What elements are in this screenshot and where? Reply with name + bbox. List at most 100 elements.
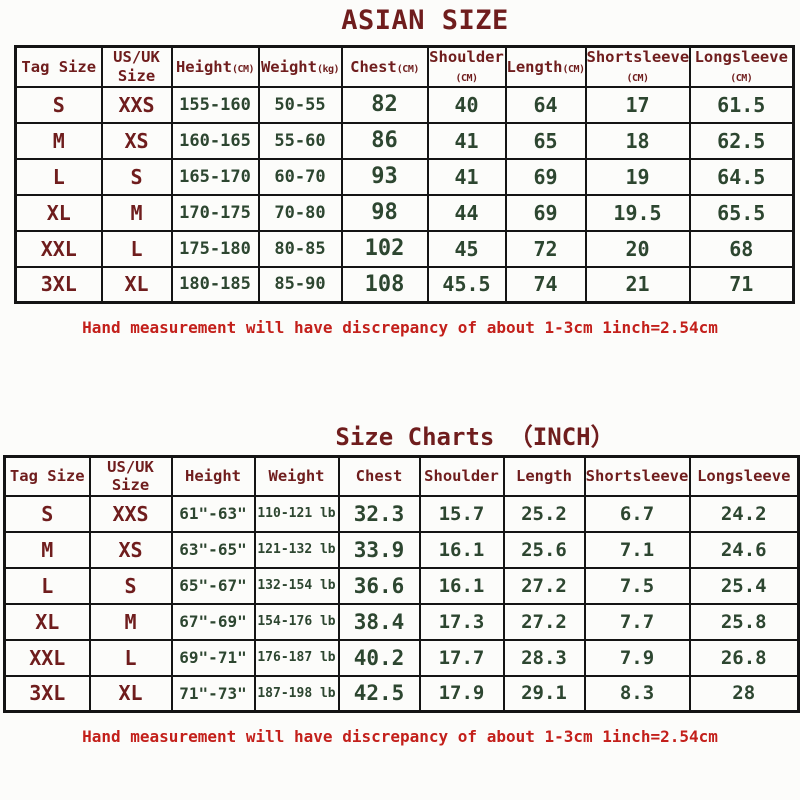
table-row: XXL L 175-180 80-85 102 45 72 20 68 xyxy=(14,229,795,268)
size-cell: L xyxy=(14,157,103,196)
size-cell: M xyxy=(100,193,173,232)
size-cell: 28.3 xyxy=(502,638,586,677)
measurement-note-cm: Hand measurement will have discrepancy o… xyxy=(82,318,718,337)
size-cell: 40 xyxy=(426,85,507,124)
size-cell: 36.6 xyxy=(337,566,421,605)
size-cell: 16.1 xyxy=(418,530,505,569)
size-cell: 42.5 xyxy=(337,674,421,713)
size-cell: 61"-63" xyxy=(170,494,256,533)
size-cell: 7.1 xyxy=(583,530,691,569)
measurement-note-inch: Hand measurement will have discrepancy o… xyxy=(82,727,718,746)
size-cell: 32.3 xyxy=(337,494,421,533)
size-cell: XXS xyxy=(88,494,173,533)
size-cell: 82 xyxy=(340,85,429,124)
table-row: M XS 63"-65" 121-132 lb 33.9 16.1 25.6 7.1 24.6 xyxy=(3,530,800,569)
size-cell: 7.5 xyxy=(583,566,691,605)
size-cell: 17.7 xyxy=(418,638,505,677)
size-cell: 25.2 xyxy=(502,494,586,533)
size-cell: 74 xyxy=(504,265,587,304)
size-cell: 20 xyxy=(584,229,691,268)
size-cell: 45 xyxy=(426,229,507,268)
column-header: Weight(kg) xyxy=(257,45,343,88)
size-cell: M xyxy=(88,602,173,641)
asian-size-title: ASIAN SIZE xyxy=(341,5,509,36)
column-header: Shortsleeve (CM) xyxy=(584,45,691,88)
table-row: 3XL XL 71"-73" 187-198 lb 42.5 17.9 29.1 8.3 28 xyxy=(3,674,800,713)
size-cell: 33.9 xyxy=(337,530,421,569)
column-header: Shoulder xyxy=(418,455,505,497)
table-row: S XXS 155-160 50-55 82 40 64 17 61.5 xyxy=(14,85,795,124)
size-cell: 61.5 xyxy=(688,85,795,124)
size-cell: 44 xyxy=(426,193,507,232)
size-cell: 21 xyxy=(584,265,691,304)
size-cell: 64.5 xyxy=(688,157,795,196)
size-cell: 18 xyxy=(584,121,691,160)
size-cell: 17 xyxy=(584,85,691,124)
size-cell: 27.2 xyxy=(502,602,586,641)
size-cell: 16.1 xyxy=(418,566,505,605)
column-header: Height(CM) xyxy=(170,45,260,88)
size-cell: 176-187 lb xyxy=(253,638,340,677)
table-row: L S 165-170 60-70 93 41 69 19 64.5 xyxy=(14,157,795,196)
size-cell: XL xyxy=(88,674,173,713)
size-cell: 15.7 xyxy=(418,494,505,533)
table-row: XL M 170-175 70-80 98 44 69 19.5 65.5 xyxy=(14,193,795,232)
column-header: Longsleeve xyxy=(688,455,800,497)
size-cell: 85-90 xyxy=(257,265,343,304)
size-cell: XL xyxy=(14,193,103,232)
column-header: Weight xyxy=(253,455,340,497)
size-cell: 55-60 xyxy=(257,121,343,160)
size-cell: 8.3 xyxy=(583,674,691,713)
size-cell: 65"-67" xyxy=(170,566,256,605)
size-cell: 86 xyxy=(340,121,429,160)
size-cell: S xyxy=(100,157,173,196)
size-cell: 40.2 xyxy=(337,638,421,677)
table-row: L S 65"-67" 132-154 lb 36.6 16.1 27.2 7.5 25.4 xyxy=(3,566,800,605)
size-cell: 41 xyxy=(426,157,507,196)
size-cell: 65.5 xyxy=(688,193,795,232)
size-cell: 62.5 xyxy=(688,121,795,160)
size-cell: 110-121 lb xyxy=(253,494,340,533)
column-header: Length xyxy=(502,455,586,497)
size-cell: XXL xyxy=(3,638,91,677)
size-cell: 69 xyxy=(504,157,587,196)
size-cell: S xyxy=(14,85,103,124)
size-cell: 19.5 xyxy=(584,193,691,232)
size-cell: 6.7 xyxy=(583,494,691,533)
size-cell: 175-180 xyxy=(170,229,260,268)
size-cell: 25.6 xyxy=(502,530,586,569)
size-cell: 19 xyxy=(584,157,691,196)
inch-table-header-row: Tag Size US/UK Size Height Weight Chest Should… xyxy=(3,455,800,497)
size-cell: 24.6 xyxy=(688,530,800,569)
size-cell: 25.4 xyxy=(688,566,800,605)
size-cell: M xyxy=(3,530,91,569)
size-cell: XS xyxy=(100,121,173,160)
size-cell: M xyxy=(14,121,103,160)
column-header: US/UK Size xyxy=(100,45,173,88)
size-cell: 69 xyxy=(504,193,587,232)
table-row: 3XL XL 180-185 85-90 108 45.5 74 21 71 xyxy=(14,265,795,304)
column-header: Tag Size xyxy=(14,45,103,88)
column-header: Tag Size xyxy=(3,455,91,497)
size-cell: 132-154 lb xyxy=(253,566,340,605)
size-cell: 154-176 lb xyxy=(253,602,340,641)
size-cell: XS xyxy=(88,530,173,569)
size-cell: 180-185 xyxy=(170,265,260,304)
size-cell: 72 xyxy=(504,229,587,268)
size-cell: 93 xyxy=(340,157,429,196)
size-cell: 24.2 xyxy=(688,494,800,533)
size-cell: L xyxy=(100,229,173,268)
asian-table-header-row: Tag Size US/UK Size Height(CM) Weight(kg) Che… xyxy=(14,45,795,88)
size-cell: XL xyxy=(100,265,173,304)
size-cell: 160-165 xyxy=(170,121,260,160)
size-cell: 29.1 xyxy=(502,674,586,713)
size-cell: S xyxy=(88,566,173,605)
size-cell: 80-85 xyxy=(257,229,343,268)
size-cell: 68 xyxy=(688,229,795,268)
column-header: Length(CM) xyxy=(504,45,587,88)
size-cell: 3XL xyxy=(3,674,91,713)
size-cell: 26.8 xyxy=(688,638,800,677)
size-cell: 25.8 xyxy=(688,602,800,641)
column-header: Height xyxy=(170,455,256,497)
size-cell: 38.4 xyxy=(337,602,421,641)
